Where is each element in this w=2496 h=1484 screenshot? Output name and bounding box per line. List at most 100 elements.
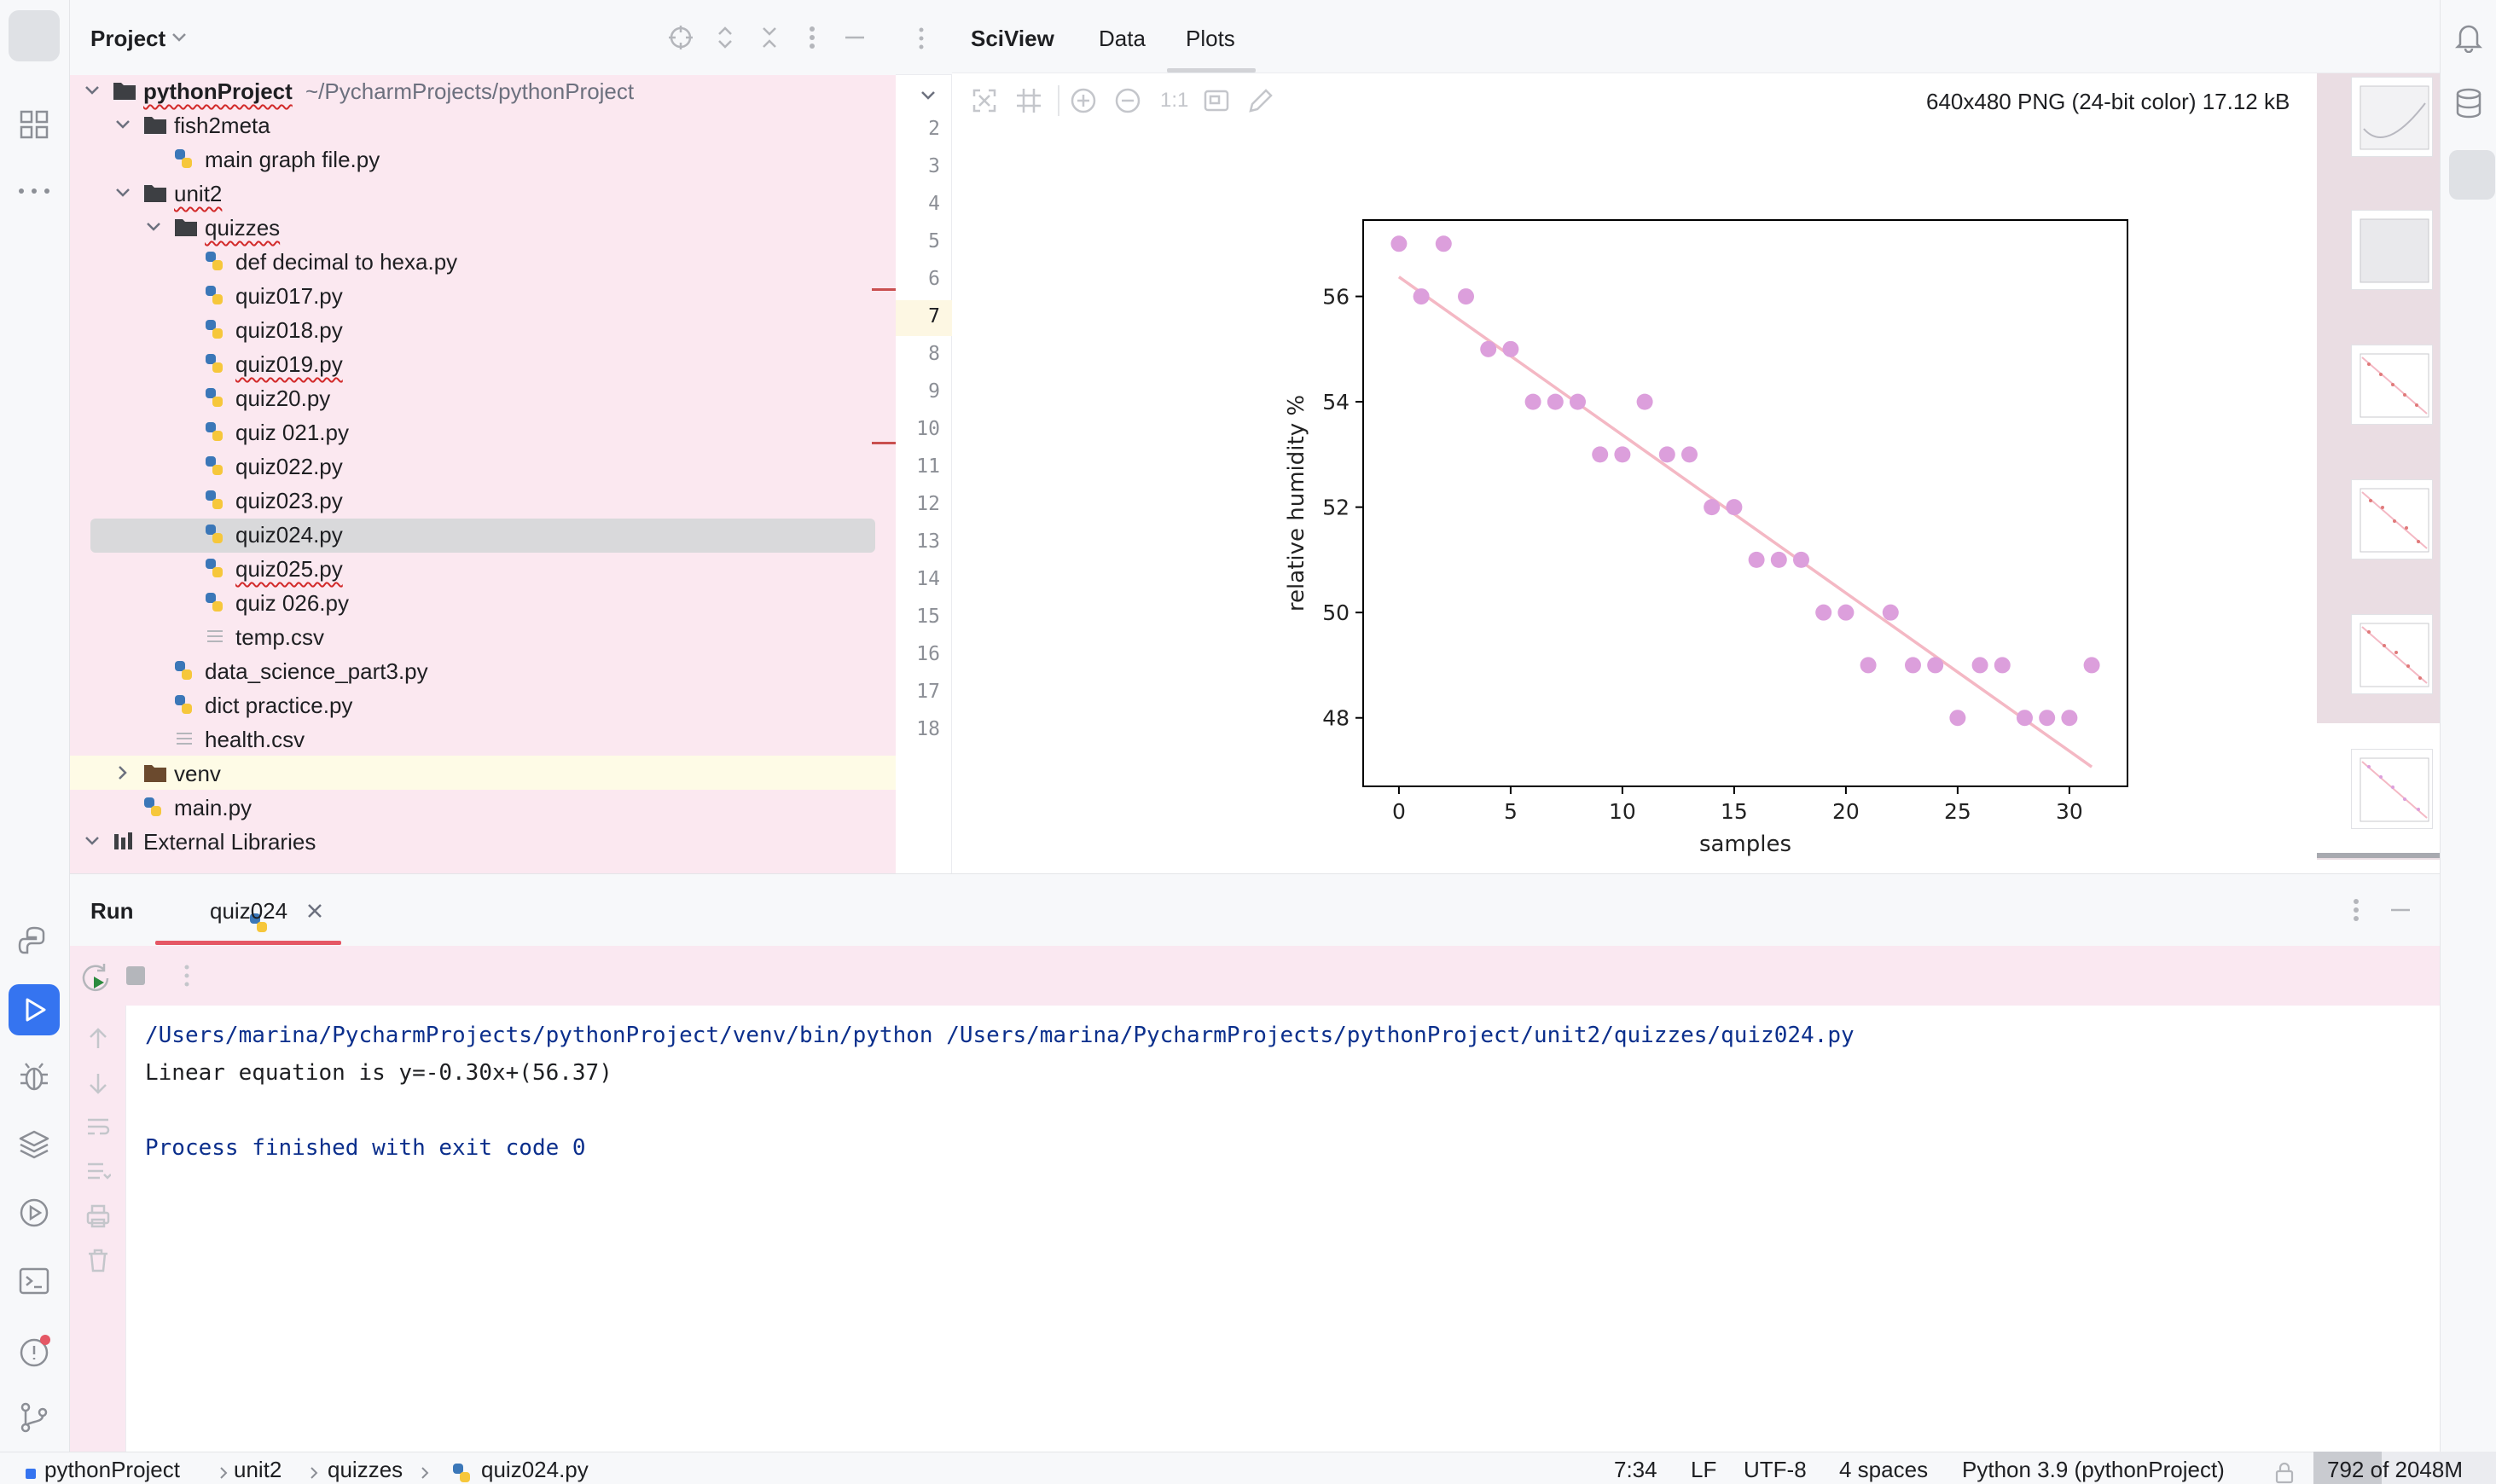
soft-wrap-icon[interactable] <box>85 1115 111 1140</box>
plot-thumbnail[interactable] <box>2351 77 2433 157</box>
chevron-down-icon[interactable] <box>145 220 162 234</box>
options-icon[interactable] <box>804 24 821 51</box>
more-icon[interactable] <box>181 963 193 988</box>
main-menu-button[interactable] <box>9 10 60 61</box>
tree-label: quiz025.py <box>235 556 343 582</box>
grid-icon[interactable] <box>1015 87 1042 114</box>
chevron-right-icon[interactable] <box>116 764 130 781</box>
breadcrumb-item[interactable]: quizzes <box>328 1457 403 1482</box>
run-tab[interactable] <box>155 888 326 946</box>
console-output[interactable]: /Users/marina/PycharmProjects/pythonProj… <box>70 1006 2440 1458</box>
breadcrumb-item[interactable]: pythonProject <box>44 1457 180 1482</box>
more-tools-icon[interactable] <box>17 183 51 200</box>
arrow-up-icon[interactable] <box>87 1026 109 1052</box>
rerun-icon[interactable] <box>78 961 116 995</box>
problems-icon[interactable] <box>17 1332 55 1370</box>
trash-icon[interactable] <box>85 1248 111 1273</box>
tab-data[interactable]: Data <box>1099 26 1146 51</box>
tree-row-file[interactable]: quiz022.py <box>70 449 896 483</box>
stop-icon[interactable] <box>125 965 147 987</box>
tree-row-file[interactable]: quiz 021.py <box>70 414 896 449</box>
tree-row-file[interactable]: quiz 026.py <box>70 585 896 619</box>
minimize-icon[interactable] <box>841 24 868 51</box>
locate-icon[interactable] <box>667 24 694 51</box>
line-number: 15 <box>916 606 940 628</box>
zoom-in-icon[interactable] <box>1070 87 1097 114</box>
tree-row-file[interactable]: dict practice.py <box>70 687 896 722</box>
chevron-down-icon[interactable] <box>84 84 101 97</box>
indent-setting[interactable]: 4 spaces <box>1839 1457 1929 1482</box>
options-icon[interactable] <box>2348 896 2365 924</box>
file-encoding[interactable]: UTF-8 <box>1744 1457 1807 1482</box>
scatter-chart: 0 5 10 15 20 25 30 48 50 52 54 56 samples relative hu… <box>1284 219 2128 857</box>
collapse-all-icon[interactable] <box>756 24 783 51</box>
zoom-out-icon[interactable] <box>1114 87 1141 114</box>
plot-thumbnail[interactable] <box>2351 210 2433 290</box>
tree-row-file[interactable]: temp.csv <box>70 619 896 653</box>
tree-row-fish2meta[interactable]: fish2meta <box>70 107 896 142</box>
tab-sciview[interactable]: SciView <box>971 26 1054 51</box>
tree-row-file[interactable]: main.py <box>70 790 896 824</box>
plot-thumbnail[interactable] <box>2351 345 2433 425</box>
thumbnails-scrollbar[interactable] <box>2317 853 2440 858</box>
breadcrumb-item[interactable]: unit2 <box>234 1457 282 1482</box>
plot-thumbnail[interactable] <box>2351 479 2433 559</box>
close-icon[interactable] <box>305 901 324 920</box>
chevron-down-icon[interactable] <box>920 89 937 102</box>
tab-plots[interactable]: Plots <box>1186 26 1235 51</box>
tree-row-quizzes[interactable]: quizzes <box>70 210 896 244</box>
caret-position[interactable]: 7:34 <box>1614 1457 1657 1482</box>
python-interpreter[interactable]: Python 3.9 (pythonProject) <box>1962 1457 2225 1482</box>
plot-thumbnail[interactable] <box>2351 614 2433 694</box>
sciview-tool-button[interactable] <box>2449 150 2495 200</box>
layers-icon[interactable] <box>17 1127 51 1162</box>
fit-zoom-icon[interactable] <box>1203 87 1230 114</box>
tree-row-file[interactable]: quiz025.py <box>70 551 896 585</box>
tree-row-file[interactable]: health.csv <box>70 722 896 756</box>
tree-row-file[interactable]: main graph file.py <box>70 142 896 176</box>
tree-row-file-selected[interactable]: quiz024.py <box>70 517 896 551</box>
chevron-down-icon[interactable] <box>114 118 131 131</box>
tree-row-file[interactable]: data_science_part3.py <box>70 653 896 687</box>
run-tool-button[interactable] <box>9 984 60 1035</box>
tree-row-venv[interactable]: venv <box>70 756 896 790</box>
print-icon[interactable] <box>85 1203 111 1229</box>
tree-row-pythonproject[interactable]: pythonProject ~/PycharmProjects/pythonPr… <box>70 73 896 107</box>
tree-row-file[interactable]: quiz20.py <box>70 380 896 414</box>
arrow-down-icon[interactable] <box>87 1070 109 1096</box>
breadcrumb-item[interactable]: quiz024.py <box>481 1457 589 1482</box>
tree-row-file[interactable]: def decimal to hexa.py <box>70 244 896 278</box>
plot-thumbnail-selected[interactable] <box>2317 723 2440 856</box>
git-icon[interactable] <box>17 1400 51 1435</box>
notifications-icon[interactable] <box>2452 20 2485 53</box>
minimize-icon[interactable] <box>2387 896 2414 924</box>
memory-indicator[interactable]: 792 of 2048M <box>2313 1452 2496 1484</box>
tree-row-file[interactable]: quiz019.py <box>70 346 896 380</box>
fit-to-screen-icon[interactable] <box>971 87 998 114</box>
tree-row-file[interactable]: quiz018.py <box>70 312 896 346</box>
x-tick-label: 10 <box>1609 799 1636 824</box>
chevron-down-icon[interactable] <box>114 186 131 200</box>
debug-icon[interactable] <box>17 1059 51 1093</box>
actual-size-button[interactable]: 1:1 <box>1160 89 1189 112</box>
project-panel-title[interactable]: Project <box>90 26 166 51</box>
color-picker-icon[interactable] <box>1247 87 1274 114</box>
options-icon[interactable] <box>913 26 930 51</box>
terminal-icon[interactable] <box>17 1264 51 1298</box>
chevron-down-icon[interactable] <box>84 834 101 848</box>
tree-row-file[interactable]: quiz023.py <box>70 483 896 517</box>
expand-all-icon[interactable] <box>711 24 739 51</box>
lock-icon[interactable] <box>2274 1462 2295 1484</box>
tree-label: main.py <box>174 795 253 820</box>
services-icon[interactable] <box>17 1196 51 1230</box>
database-icon[interactable] <box>2452 87 2485 119</box>
tree-row-external-libraries[interactable]: External Libraries <box>70 824 896 858</box>
python-console-icon[interactable] <box>17 925 51 959</box>
chevron-down-icon[interactable] <box>171 31 188 44</box>
tree-row-file[interactable]: quiz017.py <box>70 278 896 312</box>
line-separator[interactable]: LF <box>1691 1457 1717 1482</box>
run-tab-label[interactable]: quiz024 <box>210 898 288 924</box>
scroll-to-end-icon[interactable] <box>85 1159 111 1185</box>
tree-row-unit2[interactable]: unit2 <box>70 176 896 210</box>
structure-icon[interactable] <box>19 109 49 140</box>
